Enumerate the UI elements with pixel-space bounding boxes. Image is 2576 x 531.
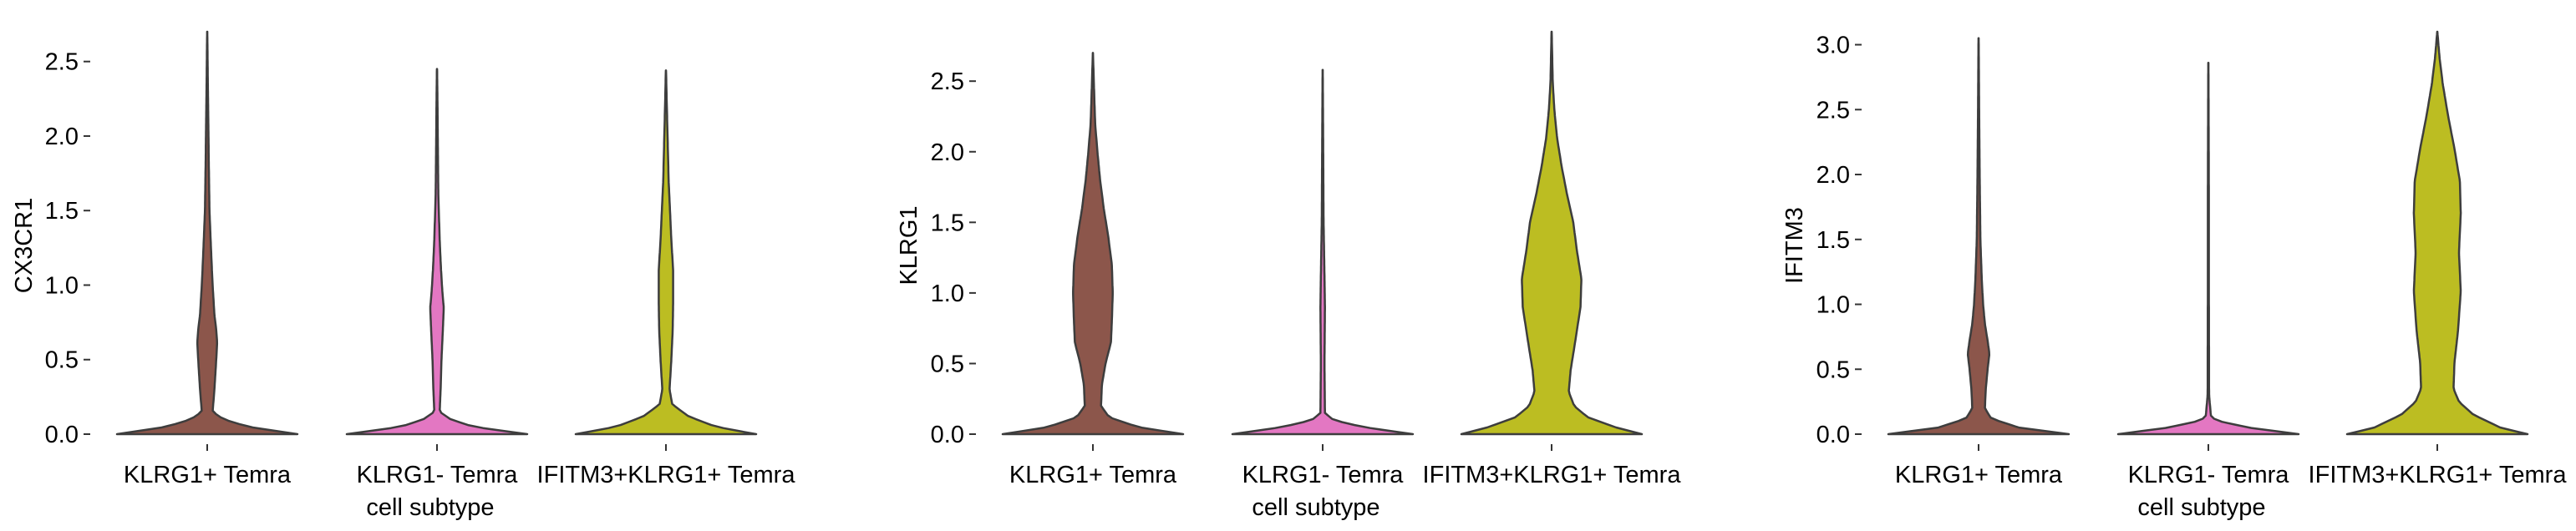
y-tick-label: 2.0: [931, 139, 964, 166]
x-tick-label: IFITM3+KLRG1+ Temra: [1423, 462, 1682, 488]
x-tick-label: KLRG1+ Temra: [124, 462, 292, 488]
x-axis-label: cell subtype: [2137, 494, 2265, 521]
y-tick-label: 1.0: [45, 272, 79, 299]
y-tick-label: 0.0: [45, 422, 79, 448]
y-tick-label: 1.0: [931, 281, 964, 307]
y-tick-label: 0.0: [1816, 422, 1850, 448]
y-ticks: 0.0 0.5 1.0 1.5 2.0 2.5: [931, 68, 976, 448]
y-tick-label: 2.0: [1816, 162, 1850, 189]
y-tick-label: 1.5: [1816, 227, 1850, 254]
panel-cx3cr1: CX3CR1 0.00.51.01.52.02.5 KLRG1+ Temra KL…: [11, 30, 795, 521]
violin-3: [1460, 30, 1644, 436]
x-axis-label: cell subtype: [1252, 494, 1379, 521]
x-tick-label: KLRG1+ Temra: [1895, 462, 2063, 488]
y-tick-label: 0.5: [1816, 357, 1850, 383]
y-tick-label: 2.5: [931, 68, 964, 95]
violins: [1887, 30, 2529, 436]
violin-3: [574, 69, 758, 436]
x-axis-label: cell subtype: [366, 494, 494, 521]
violin-2: [1231, 68, 1415, 436]
y-axis-label: KLRG1: [896, 205, 922, 285]
panel-ifitm3: IFITM3 0.0 0.5 1.0 1.5 2.0 2.5 3.0 KLRG1+ Temr…: [1781, 30, 2567, 521]
y-tick-label: 3.0: [1816, 33, 1850, 59]
y-tick-label: 2.5: [45, 49, 79, 76]
violin-1: [1887, 37, 2070, 436]
y-axis-label: IFITM3: [1781, 207, 1808, 284]
y-axis-label: CX3CR1: [11, 198, 38, 293]
violin-2: [345, 68, 529, 436]
violin-1: [1001, 52, 1185, 436]
y-tick-label: 1.5: [45, 198, 79, 225]
violins: [1001, 30, 1644, 436]
x-tick-label: IFITM3+KLRG1+ Temra: [2309, 462, 2568, 488]
violins: [115, 30, 758, 436]
y-tick-label: 0.5: [45, 347, 79, 374]
y-tick-label: 1.5: [931, 210, 964, 236]
x-tick-label: KLRG1- Temra: [2128, 462, 2290, 488]
x-tick-label: KLRG1+ Temra: [1009, 462, 1177, 488]
violin-2: [2116, 62, 2300, 436]
violin-3: [2345, 30, 2529, 436]
x-tick-label: KLRG1- Temra: [357, 462, 519, 488]
y-tick-label: 0.0: [931, 422, 964, 448]
x-tick-label: KLRG1- Temra: [1242, 462, 1405, 488]
x-ticks: KLRG1+ Temra KLRG1- Temra IFITM3+KLRG1+ Te…: [1895, 444, 2567, 488]
y-tick-label: 2.5: [1816, 97, 1850, 124]
x-tick-label: IFITM3+KLRG1+ Temra: [537, 462, 796, 488]
x-ticks: KLRG1+ Temra KLRG1- Temra IFITM3+KLRG1+ Te…: [124, 444, 795, 488]
panel-klrg1: KLRG1 0.00.51.01.52.02.5 KLRG1+ Temra KLR…: [896, 30, 1681, 521]
y-ticks: 0.0 0.5 1.0 1.5 2.0 2.5: [45, 49, 90, 448]
y-tick-label: 0.5: [931, 351, 964, 377]
y-tick-label: 1.0: [1816, 292, 1850, 319]
violin-1: [115, 30, 299, 436]
y-tick-label: 2.0: [45, 124, 79, 150]
x-ticks: KLRG1+ Temra KLRG1- Temra IFITM3+KLRG1+ Te…: [1009, 444, 1681, 488]
y-ticks: 0.0 0.5 1.0 1.5 2.0 2.5 3.0: [1816, 33, 1862, 448]
